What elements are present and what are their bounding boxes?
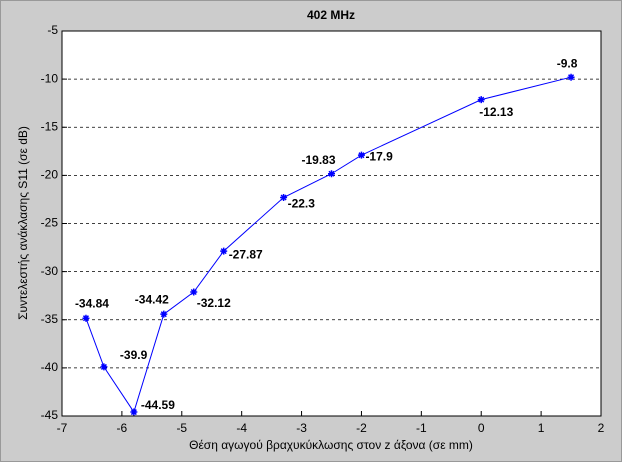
marker [567,73,575,81]
y-tick-label: -10 [41,71,59,85]
value-label: -22.3 [288,197,316,211]
x-tick-label: -2 [356,421,367,435]
value-label: -17.9 [365,149,393,163]
value-label: -44.59 [141,398,175,412]
marker [357,151,365,159]
x-axis-label: Θέση αγωγού βραχυκύκλωσης στον z άξονα (… [189,438,473,452]
value-label: -39.9 [120,348,148,362]
x-tick-label: -7 [57,421,68,435]
y-tick-label: -45 [41,408,59,422]
chart-title: 402 MHz [307,8,355,22]
marker [160,310,168,318]
y-tick-label: -20 [41,168,59,182]
value-label: -34.84 [75,296,109,310]
value-label: -34.42 [135,292,169,306]
y-tick-label: -15 [41,119,59,133]
marker [190,288,198,296]
value-label: -19.83 [301,153,335,167]
x-tick-label: -1 [416,421,427,435]
x-tick-label: -5 [176,421,187,435]
marker [130,408,138,416]
y-tick-label: -40 [41,360,59,374]
marker [220,247,228,255]
y-tick-label: -25 [41,216,59,230]
marker [477,96,485,104]
y-tick-label: -35 [41,312,59,326]
value-label: -9.8 [557,56,578,70]
x-tick-label: -4 [236,421,247,435]
y-tick-label: -5 [47,23,58,37]
x-tick-label: -3 [296,421,307,435]
y-axis-label: Συντελεστής ανάκλασης S11 (σε dB) [16,126,30,320]
value-label: -12.13 [479,105,513,119]
value-label: -32.12 [197,296,231,310]
x-tick-label: -6 [117,421,128,435]
marker [100,363,108,371]
marker [280,194,288,202]
marker [82,314,90,322]
x-tick-label: 0 [478,421,485,435]
value-label: -27.87 [229,247,263,261]
x-tick-label: 2 [598,421,605,435]
marker [328,170,335,178]
axes-box [61,30,602,417]
y-tick-label: -30 [41,264,59,278]
x-tick-label: 1 [538,421,545,435]
